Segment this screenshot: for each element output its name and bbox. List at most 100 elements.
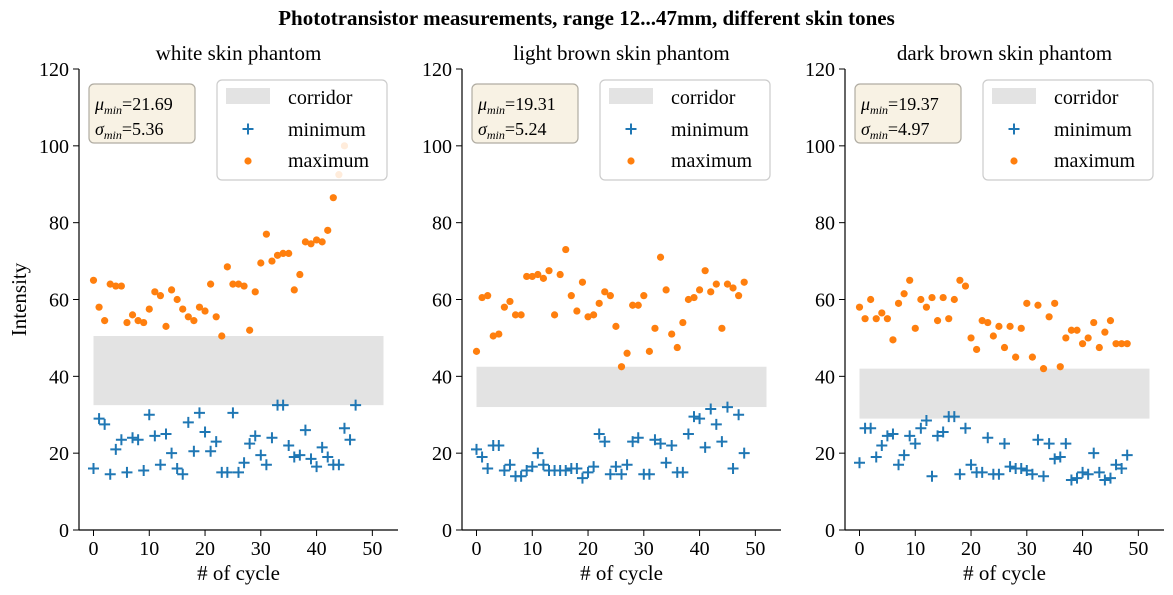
maximum-point (967, 334, 975, 342)
maximum-point (645, 347, 653, 355)
maximum-point (1106, 317, 1115, 325)
maximum-point (729, 284, 737, 292)
maximum-point (312, 236, 321, 244)
maximum-point (162, 322, 170, 330)
y-tick-label: 0 (442, 520, 452, 542)
minimum-point (132, 434, 144, 446)
maximum-point (201, 307, 209, 315)
legend-frame (599, 79, 771, 181)
minimum-point (616, 468, 627, 480)
stat-sigma: σmin=5.36 (95, 119, 164, 142)
minimum-point (244, 438, 256, 450)
maximum-point (478, 293, 486, 302)
minimum-point (954, 468, 966, 480)
minimum-point (677, 466, 689, 478)
maximum-point (257, 259, 265, 267)
y-tick-label: 60 (49, 290, 69, 312)
maximum-point (1118, 340, 1126, 348)
x-tick-label: 20 (578, 538, 598, 560)
chart-panel-1: 0 20 40 60 80 100 120 0 10 20 30 40 50 white skin pha… (7, 41, 398, 585)
maximum-point (472, 347, 481, 355)
minimum-point (1099, 474, 1111, 486)
minimum-point (599, 436, 611, 448)
minimum-point (521, 464, 533, 476)
maximum-point (307, 240, 315, 248)
corridor-band (93, 335, 384, 406)
maximum-point (167, 286, 176, 294)
y-tick-label: 60 (815, 290, 835, 312)
minimum-point (682, 428, 694, 440)
minimum-point (887, 428, 899, 440)
minimum-point (694, 413, 706, 425)
minimum-point (471, 443, 482, 455)
legend: corridor minimum maximum (982, 79, 1154, 181)
maximum-point (900, 290, 908, 298)
maximum-point (324, 226, 332, 234)
minimum-point (733, 409, 745, 421)
series-minimum (88, 399, 362, 480)
minimum-point (716, 436, 728, 448)
minimum-point (898, 449, 910, 461)
maximum-point (296, 270, 304, 279)
maximum-point (578, 278, 587, 286)
x-tick-label: 40 (307, 538, 327, 560)
minimum-point (571, 463, 583, 475)
maximum-point (911, 324, 919, 332)
legend-label-minimum: minimum (1054, 119, 1132, 141)
maximum-point (1006, 322, 1014, 330)
maximum-point (1078, 340, 1087, 348)
minimum-point (193, 407, 205, 419)
y-tick-label: 80 (815, 213, 835, 235)
legend-label-corridor: corridor (671, 87, 736, 109)
x-axis-label: # of cycle (197, 561, 280, 585)
stats-box-frame (854, 83, 962, 144)
minimum-point (322, 451, 334, 463)
maximum-point (933, 317, 942, 325)
maximum-point (950, 295, 958, 304)
stat-mu: μmin=19.37 (860, 94, 939, 117)
x-tick-label: 0 (89, 538, 99, 560)
minimum-point (1032, 434, 1044, 446)
legend-label-maximum: maximum (1054, 150, 1136, 172)
maximum-point (511, 311, 520, 319)
chart-panel-3: 0 20 40 60 80 100 120 0 10 20 30 40 50 dark brown ski… (805, 41, 1164, 585)
maximum-point (101, 317, 109, 325)
x-tick-label: 20 (195, 538, 215, 560)
maximum-point (662, 286, 670, 294)
legend-label-maximum: maximum (671, 150, 753, 172)
maximum-point (1028, 353, 1036, 361)
minimum-point (171, 463, 183, 475)
minimum-point (482, 463, 494, 475)
x-tick-label: 40 (690, 538, 710, 560)
minimum-point (982, 432, 994, 444)
maximum-point (673, 343, 681, 352)
minimum-point (210, 436, 222, 448)
minimum-point (1104, 472, 1116, 484)
maximum-point (318, 238, 326, 246)
maximum-point (301, 238, 310, 246)
maximum-point (484, 292, 492, 300)
maximum-point (140, 318, 148, 327)
maximum-point (855, 303, 864, 311)
panel-title: white skin phantom (156, 41, 322, 65)
minimum-point (588, 461, 600, 473)
series-maximum (89, 142, 349, 340)
minimum-point (1049, 453, 1061, 465)
maximum-point (117, 282, 125, 290)
maximum-point (545, 267, 553, 275)
maximum-point (1062, 334, 1070, 342)
minimum-point (316, 441, 328, 453)
y-tick-label: 20 (49, 443, 69, 465)
x-tick-label: 50 (1128, 538, 1148, 560)
maximum-point (268, 257, 276, 265)
maximum-point (612, 322, 620, 330)
maximum-point (651, 324, 659, 332)
minimum-point (305, 453, 317, 465)
minimum-point (277, 399, 289, 411)
maximum-point (701, 267, 709, 275)
maximum-point (640, 292, 648, 300)
maximum-point (489, 332, 497, 340)
minimum-point (99, 418, 111, 430)
